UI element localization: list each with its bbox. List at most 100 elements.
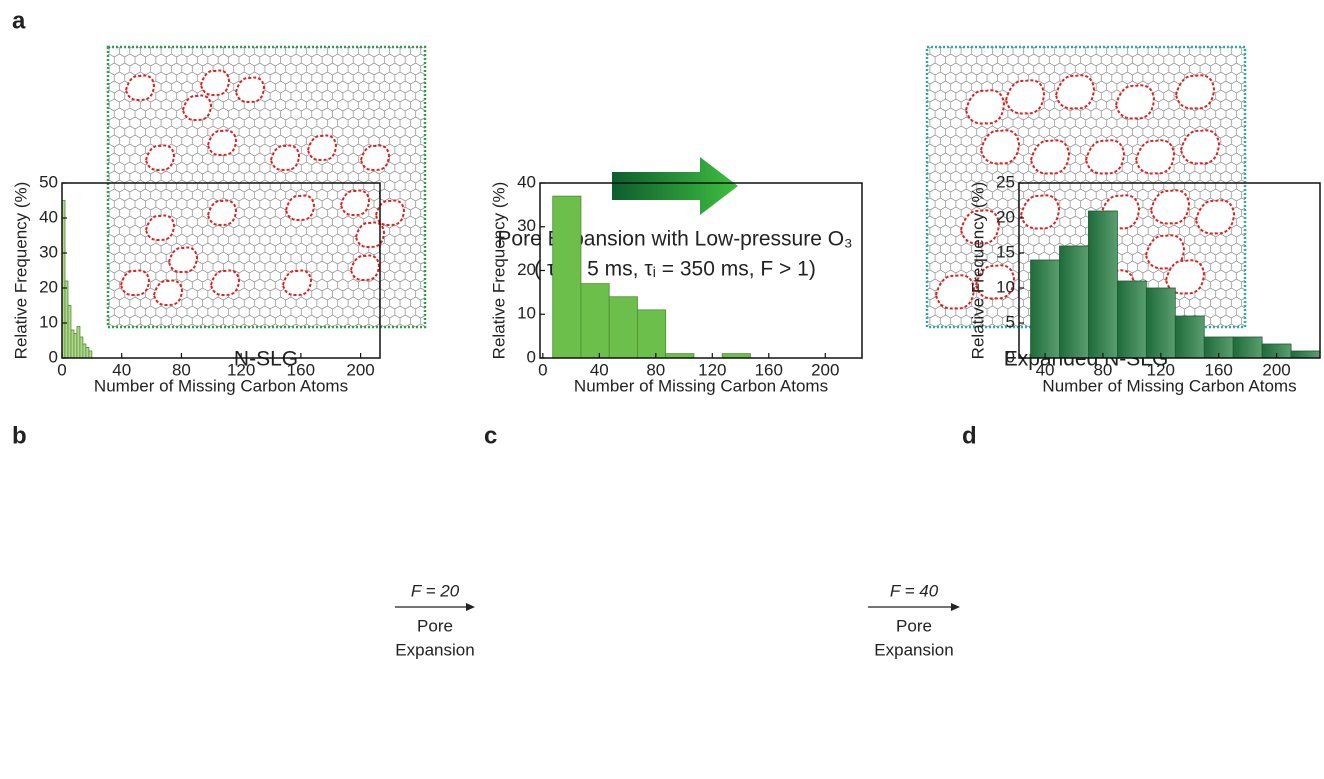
pore (144, 214, 176, 241)
y-tick-label: 20 (39, 277, 58, 296)
y-axis-label: Relative Frequency (%) (968, 182, 987, 360)
panel-label: d (962, 422, 977, 449)
pore (206, 129, 238, 156)
pore (964, 89, 1006, 125)
pore (209, 269, 241, 296)
pore (119, 269, 151, 296)
transition-factor: F = 40 (890, 581, 939, 600)
x-tick-label: 80 (1093, 360, 1112, 379)
bar (76, 326, 81, 359)
pore (1144, 234, 1186, 270)
bar (88, 350, 93, 359)
y-tick-label: 15 (996, 242, 1015, 261)
pore (144, 144, 176, 171)
bar (1232, 336, 1263, 359)
x-axis-label: Number of Missing Carbon Atoms (574, 376, 828, 395)
bar (1290, 350, 1321, 359)
pore (349, 254, 381, 281)
pore (974, 264, 1016, 300)
bar (637, 309, 667, 359)
x-tick-label: 160 (1205, 360, 1233, 379)
bar (82, 343, 87, 359)
x-tick-label: 120 (227, 360, 255, 379)
pore (1164, 259, 1206, 295)
bar (79, 336, 84, 359)
bar (608, 296, 638, 359)
bar (580, 283, 610, 359)
y-tick-label: 10 (996, 277, 1015, 296)
transition-text: Expansion (395, 640, 474, 659)
x-tick-label: 200 (346, 360, 374, 379)
lattice-left (106, 45, 427, 329)
pore (1029, 139, 1071, 175)
y-axis-label: Relative Frequency (%) (489, 182, 508, 360)
bar (552, 195, 582, 359)
y-tick-label: 5 (1006, 312, 1015, 331)
bar (64, 280, 69, 359)
bar (1088, 210, 1118, 359)
y-tick-label: 20 (996, 207, 1015, 226)
pore (354, 221, 386, 248)
x-tick-label: 40 (112, 360, 131, 379)
x-tick-label: 80 (646, 360, 665, 379)
bar (73, 333, 78, 359)
bar (1030, 259, 1060, 359)
pore (1004, 79, 1046, 115)
y-tick-label: 0 (49, 347, 58, 366)
panel-label: a (12, 7, 26, 34)
transition-text: Pore (896, 616, 932, 635)
pore (1019, 194, 1061, 230)
transition-text: Expansion (874, 640, 953, 659)
y-tick-label: 0 (527, 347, 536, 366)
y-tick-label: 30 (517, 216, 536, 235)
x-axis-label: Number of Missing Carbon Atoms (1042, 376, 1296, 395)
x-tick-label: 160 (287, 360, 315, 379)
x-tick-label: 200 (811, 360, 839, 379)
x-tick-label: 40 (1036, 360, 1055, 379)
pore (339, 189, 371, 216)
bar (1174, 315, 1205, 359)
pore (359, 144, 391, 171)
y-tick-label: 30 (39, 242, 58, 261)
x-tick-label: 120 (1147, 360, 1175, 379)
x-axis-label: Number of Missing Carbon Atoms (94, 376, 348, 395)
arrow-head (466, 603, 475, 611)
pore (281, 269, 313, 296)
y-tick-label: 10 (39, 312, 58, 331)
pore (1194, 199, 1236, 235)
pore (306, 134, 338, 161)
caption: N-SLG (234, 348, 298, 371)
pore (181, 94, 213, 121)
pore (979, 129, 1021, 165)
bar (67, 305, 72, 359)
y-tick-label: 40 (517, 172, 536, 191)
y-tick-label: 50 (39, 172, 58, 191)
pore (1134, 139, 1176, 175)
x-tick-label: 80 (172, 360, 191, 379)
plot-frame (1018, 182, 1321, 359)
y-tick-label: 40 (39, 207, 58, 226)
pore (1054, 74, 1096, 110)
pore (124, 74, 156, 101)
transition-factor: F = 20 (411, 581, 460, 600)
process-arrow (612, 157, 738, 215)
x-tick-label: 200 (1262, 360, 1290, 379)
x-tick-label: 0 (57, 360, 66, 379)
y-tick-label: 10 (517, 304, 536, 323)
pore (959, 209, 1001, 245)
pore (1174, 74, 1216, 110)
x-tick-label: 160 (755, 360, 783, 379)
x-tick-label: 120 (698, 360, 726, 379)
process-text: Pore Expansion with Low-pressure O₃ (497, 228, 852, 251)
bar (1117, 280, 1147, 359)
bar (1059, 245, 1089, 359)
x-tick-label: 40 (590, 360, 609, 379)
plot-frame (61, 182, 381, 359)
pore (167, 246, 199, 273)
bar (70, 329, 75, 359)
pore (206, 199, 238, 226)
pore (152, 279, 184, 306)
pore (1114, 84, 1156, 120)
pore (934, 274, 976, 310)
pore (269, 144, 301, 171)
